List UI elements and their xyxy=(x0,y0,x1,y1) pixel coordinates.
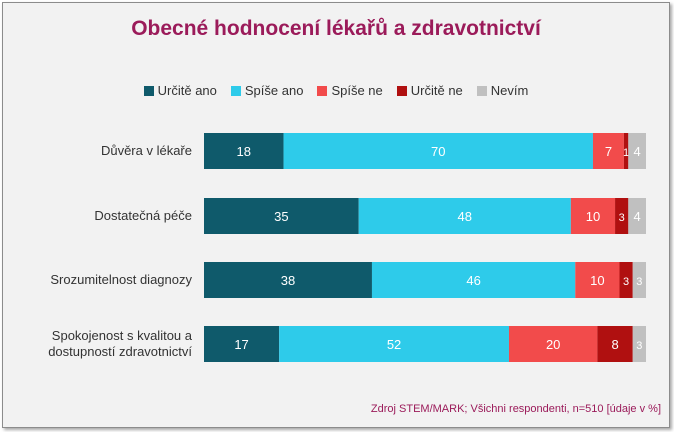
legend-swatch xyxy=(230,85,241,96)
bar-segment xyxy=(632,326,646,362)
legend-item: Určitě ano xyxy=(143,83,217,98)
legend-label: Spíše ne xyxy=(331,83,383,98)
data-label: 8 xyxy=(611,337,618,352)
legend-item: Nevím xyxy=(476,83,529,98)
data-label: 20 xyxy=(546,337,560,352)
bar-segment xyxy=(570,198,616,234)
bar-segment xyxy=(204,198,359,234)
bar-segment xyxy=(615,198,629,234)
legend-item: Spíše ano xyxy=(230,83,304,98)
bar-segment xyxy=(628,133,646,169)
legend-swatch xyxy=(476,85,487,96)
legend-swatch xyxy=(396,85,407,96)
legend-swatch xyxy=(143,85,154,96)
bar-segment xyxy=(575,262,620,298)
data-label: 52 xyxy=(387,337,401,352)
bar-segment xyxy=(632,262,646,298)
data-label: 1 xyxy=(623,147,629,159)
data-label: 17 xyxy=(234,337,248,352)
data-label: 3 xyxy=(619,212,625,224)
bar-segment xyxy=(204,262,372,298)
bar-segment xyxy=(283,133,593,169)
data-label: 3 xyxy=(636,340,642,352)
legend-label: Spíše ano xyxy=(244,83,304,98)
data-label: 48 xyxy=(458,209,472,224)
legend-label: Nevím xyxy=(490,83,529,98)
legend-label: Určitě ne xyxy=(410,83,463,98)
bar-segment xyxy=(204,133,284,169)
data-label: 10 xyxy=(590,273,604,288)
data-label: 4 xyxy=(634,144,641,159)
legend-swatch xyxy=(317,85,328,96)
legend-item: Spíše ne xyxy=(317,83,383,98)
bar-segment xyxy=(279,326,509,362)
bar-segment xyxy=(508,326,598,362)
category-label: Spokojenost s kvalitou a dostupností zdra… xyxy=(48,328,193,359)
data-label: 38 xyxy=(281,273,295,288)
data-label: 35 xyxy=(274,209,288,224)
bar-segment xyxy=(623,133,629,169)
bar-segment xyxy=(358,198,571,234)
category-label: Důvěra v lékaře xyxy=(101,143,192,158)
bar-segment xyxy=(204,326,280,362)
data-label: 18 xyxy=(237,144,251,159)
data-label: 10 xyxy=(586,209,600,224)
bar-segment xyxy=(371,262,576,298)
data-label: 70 xyxy=(431,144,445,159)
category-label: Srozumitelnost diagnozy xyxy=(50,272,192,287)
chart-title: Obecné hodnocení lékařů a zdravotnictví xyxy=(131,17,541,40)
chart-source: Zdroj STEM/MARK; Všichni respondenti, n=… xyxy=(370,403,661,415)
category-label: Dostatečná péče xyxy=(94,208,192,223)
bar-segment xyxy=(597,326,633,362)
data-label: 4 xyxy=(634,209,641,224)
chart-legend: Určitě ano Spíše ano Spíše ne Určitě ne Neví… xyxy=(3,83,669,98)
legend-item: Určitě ne xyxy=(396,83,463,98)
data-label: 3 xyxy=(623,276,629,288)
data-label: 7 xyxy=(605,144,612,159)
data-label: 46 xyxy=(466,273,480,288)
legend-label: Určitě ano xyxy=(157,83,217,98)
bar-segment xyxy=(592,133,624,169)
bar-segment xyxy=(628,198,646,234)
data-label: 3 xyxy=(636,276,642,288)
bar-segment xyxy=(619,262,633,298)
